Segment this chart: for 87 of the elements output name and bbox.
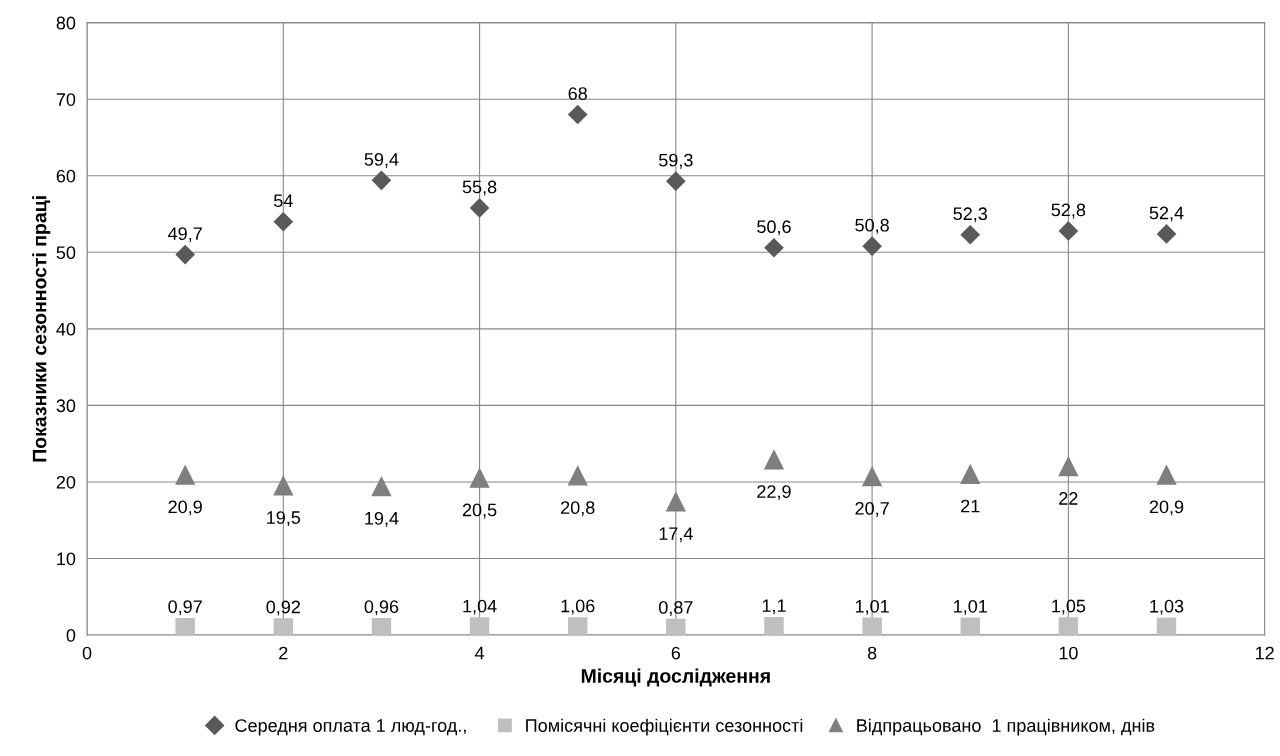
point: [273, 212, 293, 232]
y-tick-label: 80: [56, 16, 76, 30]
point: [273, 476, 294, 496]
point: [666, 618, 686, 636]
data-label: 50,8: [855, 218, 889, 234]
x-tick-label: 6: [671, 646, 681, 660]
x-tick-label: 12: [1255, 646, 1274, 660]
point: [175, 617, 195, 636]
y-tick-label: 20: [56, 475, 76, 489]
point: [469, 617, 490, 636]
point: [175, 245, 195, 265]
point: [1058, 221, 1078, 241]
data-label: 20,9: [1149, 500, 1184, 516]
data-label: 0,87: [658, 601, 693, 616]
data-label: 0,92: [266, 600, 300, 616]
data-label: 1,1: [762, 599, 786, 615]
data-label: 19,4: [365, 511, 399, 527]
data-label: 49,7: [168, 227, 202, 243]
data-label: 1,05: [1052, 599, 1086, 615]
y-tick-label: 60: [56, 169, 76, 183]
point: [567, 466, 588, 486]
x-tick-label: 8: [867, 646, 877, 660]
data-label: 20,7: [855, 501, 889, 517]
point: [862, 617, 882, 636]
data-label: 1,01: [954, 599, 987, 615]
point: [371, 476, 392, 497]
data-label: 1,03: [1150, 599, 1184, 615]
point: [960, 617, 980, 636]
x-tick-label: 2: [279, 646, 288, 660]
data-label: 21: [961, 499, 980, 513]
data-label: 1,06: [561, 599, 595, 615]
point: [568, 105, 588, 125]
point: [960, 464, 980, 485]
data-label: 52,8: [1051, 203, 1086, 219]
point: [273, 618, 294, 636]
point: [666, 492, 686, 512]
point: [862, 466, 882, 487]
data-label: 20,9: [168, 500, 202, 516]
x-tick-label: 10: [1059, 646, 1078, 660]
data-label: 1,04: [463, 599, 497, 615]
y-tick-label: 40: [56, 322, 76, 336]
point: [862, 236, 882, 256]
point: [764, 450, 784, 470]
legend-label: Відпрацьовано 1 працівником, днів: [857, 718, 1155, 736]
point: [666, 171, 686, 191]
x-tick-label: 4: [474, 646, 485, 660]
legend-label: Помісячні коефіцієнти сезонності: [526, 718, 803, 736]
point: [960, 225, 980, 245]
data-label: 22: [1059, 492, 1078, 505]
point: [567, 617, 588, 636]
point: [1058, 456, 1079, 477]
data-label: 1,01: [855, 599, 889, 615]
y-tick-label: 10: [57, 552, 76, 566]
data-label: 52,3: [953, 207, 988, 223]
point: [764, 238, 784, 258]
data-label: 54: [273, 194, 293, 208]
data-label: 0,96: [364, 600, 399, 616]
data-label: 19,5: [267, 511, 301, 527]
y-tick-label: 0: [66, 628, 76, 642]
point: [175, 465, 195, 485]
point: [1156, 617, 1177, 636]
point: [1058, 617, 1079, 636]
data-label: 20,8: [561, 501, 595, 517]
data-label: 22,9: [757, 485, 791, 501]
y-axis-title: Показники сезонності праці: [32, 196, 51, 462]
data-label: 20,5: [462, 503, 497, 519]
data-label: 0,97: [168, 600, 202, 616]
data-label: 50,6: [757, 220, 791, 236]
y-tick-label: 30: [56, 399, 76, 413]
x-tick-label: 0: [82, 646, 92, 660]
point: [469, 468, 490, 488]
point: [764, 616, 784, 636]
point: [1156, 465, 1177, 485]
y-tick-label: 50: [56, 246, 76, 260]
x-axis-title: Місяці дослідження: [581, 668, 770, 687]
data-label: 55,8: [462, 180, 497, 196]
data-label: 59,3: [658, 153, 693, 169]
data-label: 59,4: [364, 152, 399, 168]
data-label: 68: [568, 87, 587, 100]
point: [371, 617, 392, 636]
point: [1156, 224, 1177, 244]
y-tick-label: 70: [56, 93, 76, 106]
point: [470, 198, 490, 218]
data-label: 17,4: [659, 527, 693, 543]
legend-label: Середня оплата 1 люд-год.,: [235, 719, 466, 736]
point: [371, 170, 391, 190]
data-label: 52,4: [1149, 206, 1184, 222]
